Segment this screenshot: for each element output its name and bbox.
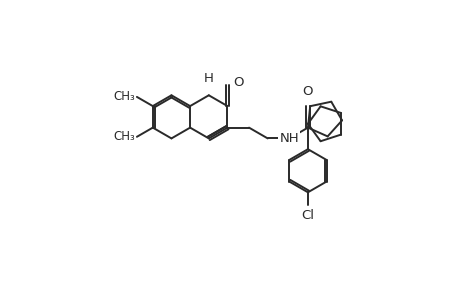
Text: O: O (302, 85, 313, 98)
Text: O: O (233, 76, 244, 89)
Text: CH₃: CH₃ (113, 130, 135, 143)
Text: H: H (203, 72, 213, 85)
Text: CH₃: CH₃ (113, 90, 135, 104)
Text: Cl: Cl (301, 209, 314, 222)
Text: H: H (203, 71, 213, 85)
Text: NH: NH (279, 132, 298, 145)
